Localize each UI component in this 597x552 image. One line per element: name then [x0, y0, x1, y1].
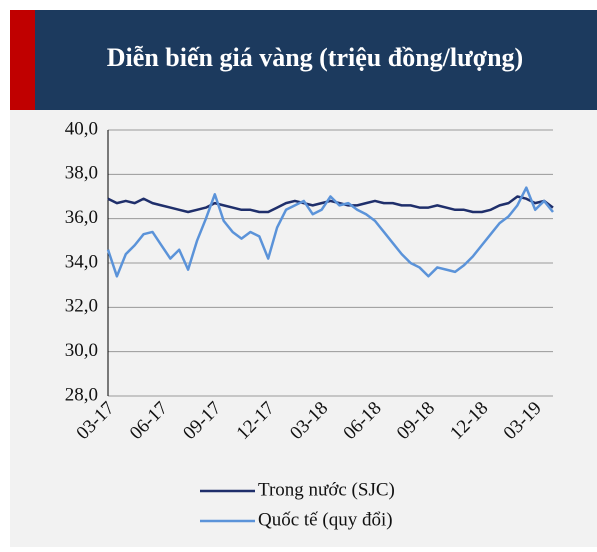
series-line — [107, 195, 554, 214]
title-accent — [10, 10, 35, 110]
y-tick-label: 30,0 — [65, 340, 98, 361]
y-tick-label: 32,0 — [65, 296, 98, 317]
y-tick-label: 38,0 — [65, 163, 98, 184]
series-line — [106, 186, 554, 278]
legend-label: Trong nước (SJC) — [258, 479, 395, 500]
y-tick-label: 36,0 — [65, 207, 98, 228]
chart-title: Diễn biến giá vàng (triệu đồng/lượng) — [107, 43, 523, 72]
legend-label: Quốc tế (quy đổi) — [258, 509, 393, 530]
y-tick-label: 40,0 — [65, 118, 98, 139]
y-tick-label: 34,0 — [65, 251, 98, 272]
y-tick-label: 28,0 — [65, 384, 98, 405]
title-banner — [10, 10, 597, 110]
